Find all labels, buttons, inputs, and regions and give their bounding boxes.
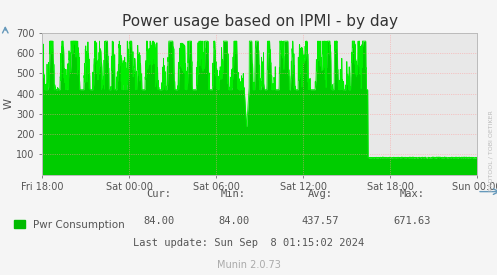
Text: Avg:: Avg:	[308, 189, 333, 199]
Text: Min:: Min:	[221, 189, 246, 199]
Y-axis label: W: W	[3, 98, 13, 109]
Text: Last update: Sun Sep  8 01:15:02 2024: Last update: Sun Sep 8 01:15:02 2024	[133, 238, 364, 248]
Text: Munin 2.0.73: Munin 2.0.73	[217, 260, 280, 270]
Title: Power usage based on IPMI - by day: Power usage based on IPMI - by day	[122, 14, 398, 29]
Text: Max:: Max:	[400, 189, 425, 199]
Legend: Pwr Consumption: Pwr Consumption	[10, 216, 129, 234]
Text: 437.57: 437.57	[302, 216, 339, 226]
Text: 84.00: 84.00	[218, 216, 249, 226]
Text: 671.63: 671.63	[394, 216, 431, 226]
Text: 84.00: 84.00	[144, 216, 174, 226]
Text: RRDTOOL / TOBI OETIKER: RRDTOOL / TOBI OETIKER	[489, 110, 494, 191]
Text: Cur:: Cur:	[147, 189, 171, 199]
